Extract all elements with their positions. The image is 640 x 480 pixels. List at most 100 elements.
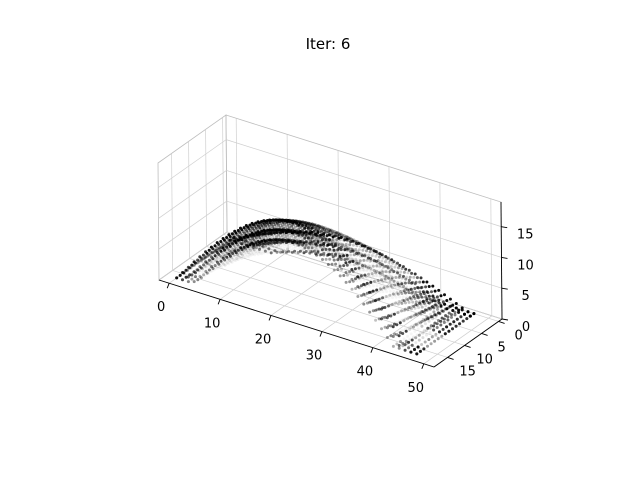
scatter-point bbox=[389, 278, 392, 282]
scatter-point bbox=[443, 293, 446, 297]
scatter-point bbox=[311, 246, 315, 249]
scatter-point bbox=[309, 239, 313, 243]
scatter-point bbox=[419, 312, 423, 316]
scatter-point bbox=[325, 227, 329, 231]
scatter-point bbox=[426, 326, 430, 330]
scatter-point bbox=[211, 251, 215, 255]
scatter-point bbox=[410, 343, 414, 347]
scatter-point bbox=[345, 263, 349, 267]
scatter-point bbox=[401, 308, 405, 312]
scatter-point bbox=[293, 225, 297, 229]
scatter-point bbox=[390, 322, 394, 326]
scatter-point bbox=[343, 267, 347, 271]
scatter-point bbox=[336, 258, 340, 262]
scatter-point bbox=[398, 263, 402, 267]
scatter-point bbox=[377, 270, 381, 274]
scatter-point bbox=[355, 242, 358, 246]
scatter-point bbox=[277, 249, 281, 253]
scatter-point bbox=[324, 240, 328, 244]
scatter-point bbox=[368, 300, 372, 304]
scatter-point bbox=[260, 242, 264, 246]
scatter-point bbox=[463, 312, 466, 316]
scatter-point bbox=[397, 309, 401, 313]
scatter-point bbox=[395, 290, 399, 293]
scatter-point bbox=[267, 244, 271, 248]
scatter-point bbox=[216, 248, 220, 252]
scatter-point bbox=[328, 228, 332, 232]
scatter-point bbox=[427, 306, 431, 310]
scatter-point bbox=[401, 298, 405, 302]
scatter-point bbox=[387, 324, 391, 328]
scatter-point bbox=[246, 251, 250, 254]
scatter-point bbox=[373, 268, 377, 272]
scatter-point bbox=[457, 310, 461, 314]
scatter-point bbox=[414, 341, 418, 345]
scatter-point bbox=[279, 241, 283, 245]
scatter-point bbox=[409, 350, 413, 354]
scatter-point bbox=[350, 237, 353, 241]
scatter-point bbox=[313, 223, 317, 227]
scatter-point bbox=[391, 296, 394, 300]
scatter-point bbox=[280, 224, 284, 228]
scatter-point bbox=[344, 271, 348, 274]
scatter-point bbox=[362, 278, 366, 282]
scatter-point bbox=[303, 246, 307, 250]
scatter-point bbox=[186, 275, 190, 279]
scatter-point bbox=[262, 238, 266, 242]
scatter-point bbox=[322, 251, 326, 255]
scatter-point bbox=[227, 239, 231, 243]
scatter-point bbox=[272, 247, 276, 250]
scatter-point bbox=[336, 244, 340, 248]
scatter-point bbox=[266, 241, 269, 245]
scatter-point bbox=[375, 262, 379, 266]
scatter-point bbox=[408, 327, 412, 331]
scatter-point bbox=[361, 258, 365, 262]
scatter-point bbox=[340, 235, 344, 239]
scatter-point bbox=[373, 259, 377, 263]
scatter-point bbox=[288, 245, 292, 249]
scatter-point bbox=[368, 290, 371, 294]
scatter-point bbox=[401, 285, 405, 289]
x-gridline-floor bbox=[219, 251, 289, 300]
scatter-point bbox=[412, 335, 415, 339]
scatter-point bbox=[436, 337, 440, 341]
scatter-point bbox=[415, 293, 419, 297]
scatter-point bbox=[357, 261, 360, 265]
scatter-point bbox=[350, 247, 354, 251]
scatter-point bbox=[351, 248, 354, 252]
scatter-point bbox=[205, 271, 209, 275]
scatter-point bbox=[386, 295, 389, 299]
scatter-point bbox=[361, 264, 364, 267]
y-tick-mark bbox=[447, 356, 454, 360]
scatter-point bbox=[428, 297, 432, 301]
scatter-point bbox=[380, 327, 383, 331]
scatter-point bbox=[461, 319, 465, 323]
scatter-point bbox=[351, 239, 355, 243]
scatter-point bbox=[387, 296, 391, 300]
scatter-point bbox=[442, 321, 446, 324]
scatter-point bbox=[365, 281, 369, 285]
scatter-point bbox=[395, 301, 399, 305]
scatter-point bbox=[258, 247, 261, 251]
scatter-point bbox=[211, 262, 215, 266]
scatter-point bbox=[423, 340, 427, 344]
scatter-point bbox=[342, 248, 346, 252]
scatter-point bbox=[298, 249, 302, 253]
back-pane bbox=[225, 114, 503, 320]
scatter-point bbox=[365, 255, 369, 258]
scatter-point bbox=[181, 278, 184, 282]
scatter-points bbox=[175, 218, 476, 356]
scatter-point bbox=[357, 261, 361, 265]
scatter-point bbox=[210, 251, 214, 254]
scatter-point bbox=[352, 238, 356, 242]
scatter-point bbox=[218, 247, 222, 251]
scatter-point bbox=[271, 228, 275, 232]
scatter-point bbox=[289, 220, 293, 223]
scatter-point bbox=[304, 230, 308, 234]
scatter-point bbox=[372, 261, 376, 264]
scatter-point bbox=[414, 303, 418, 307]
scatter-point bbox=[363, 253, 367, 257]
scatter-point bbox=[439, 294, 443, 298]
scatter-point bbox=[389, 274, 393, 278]
